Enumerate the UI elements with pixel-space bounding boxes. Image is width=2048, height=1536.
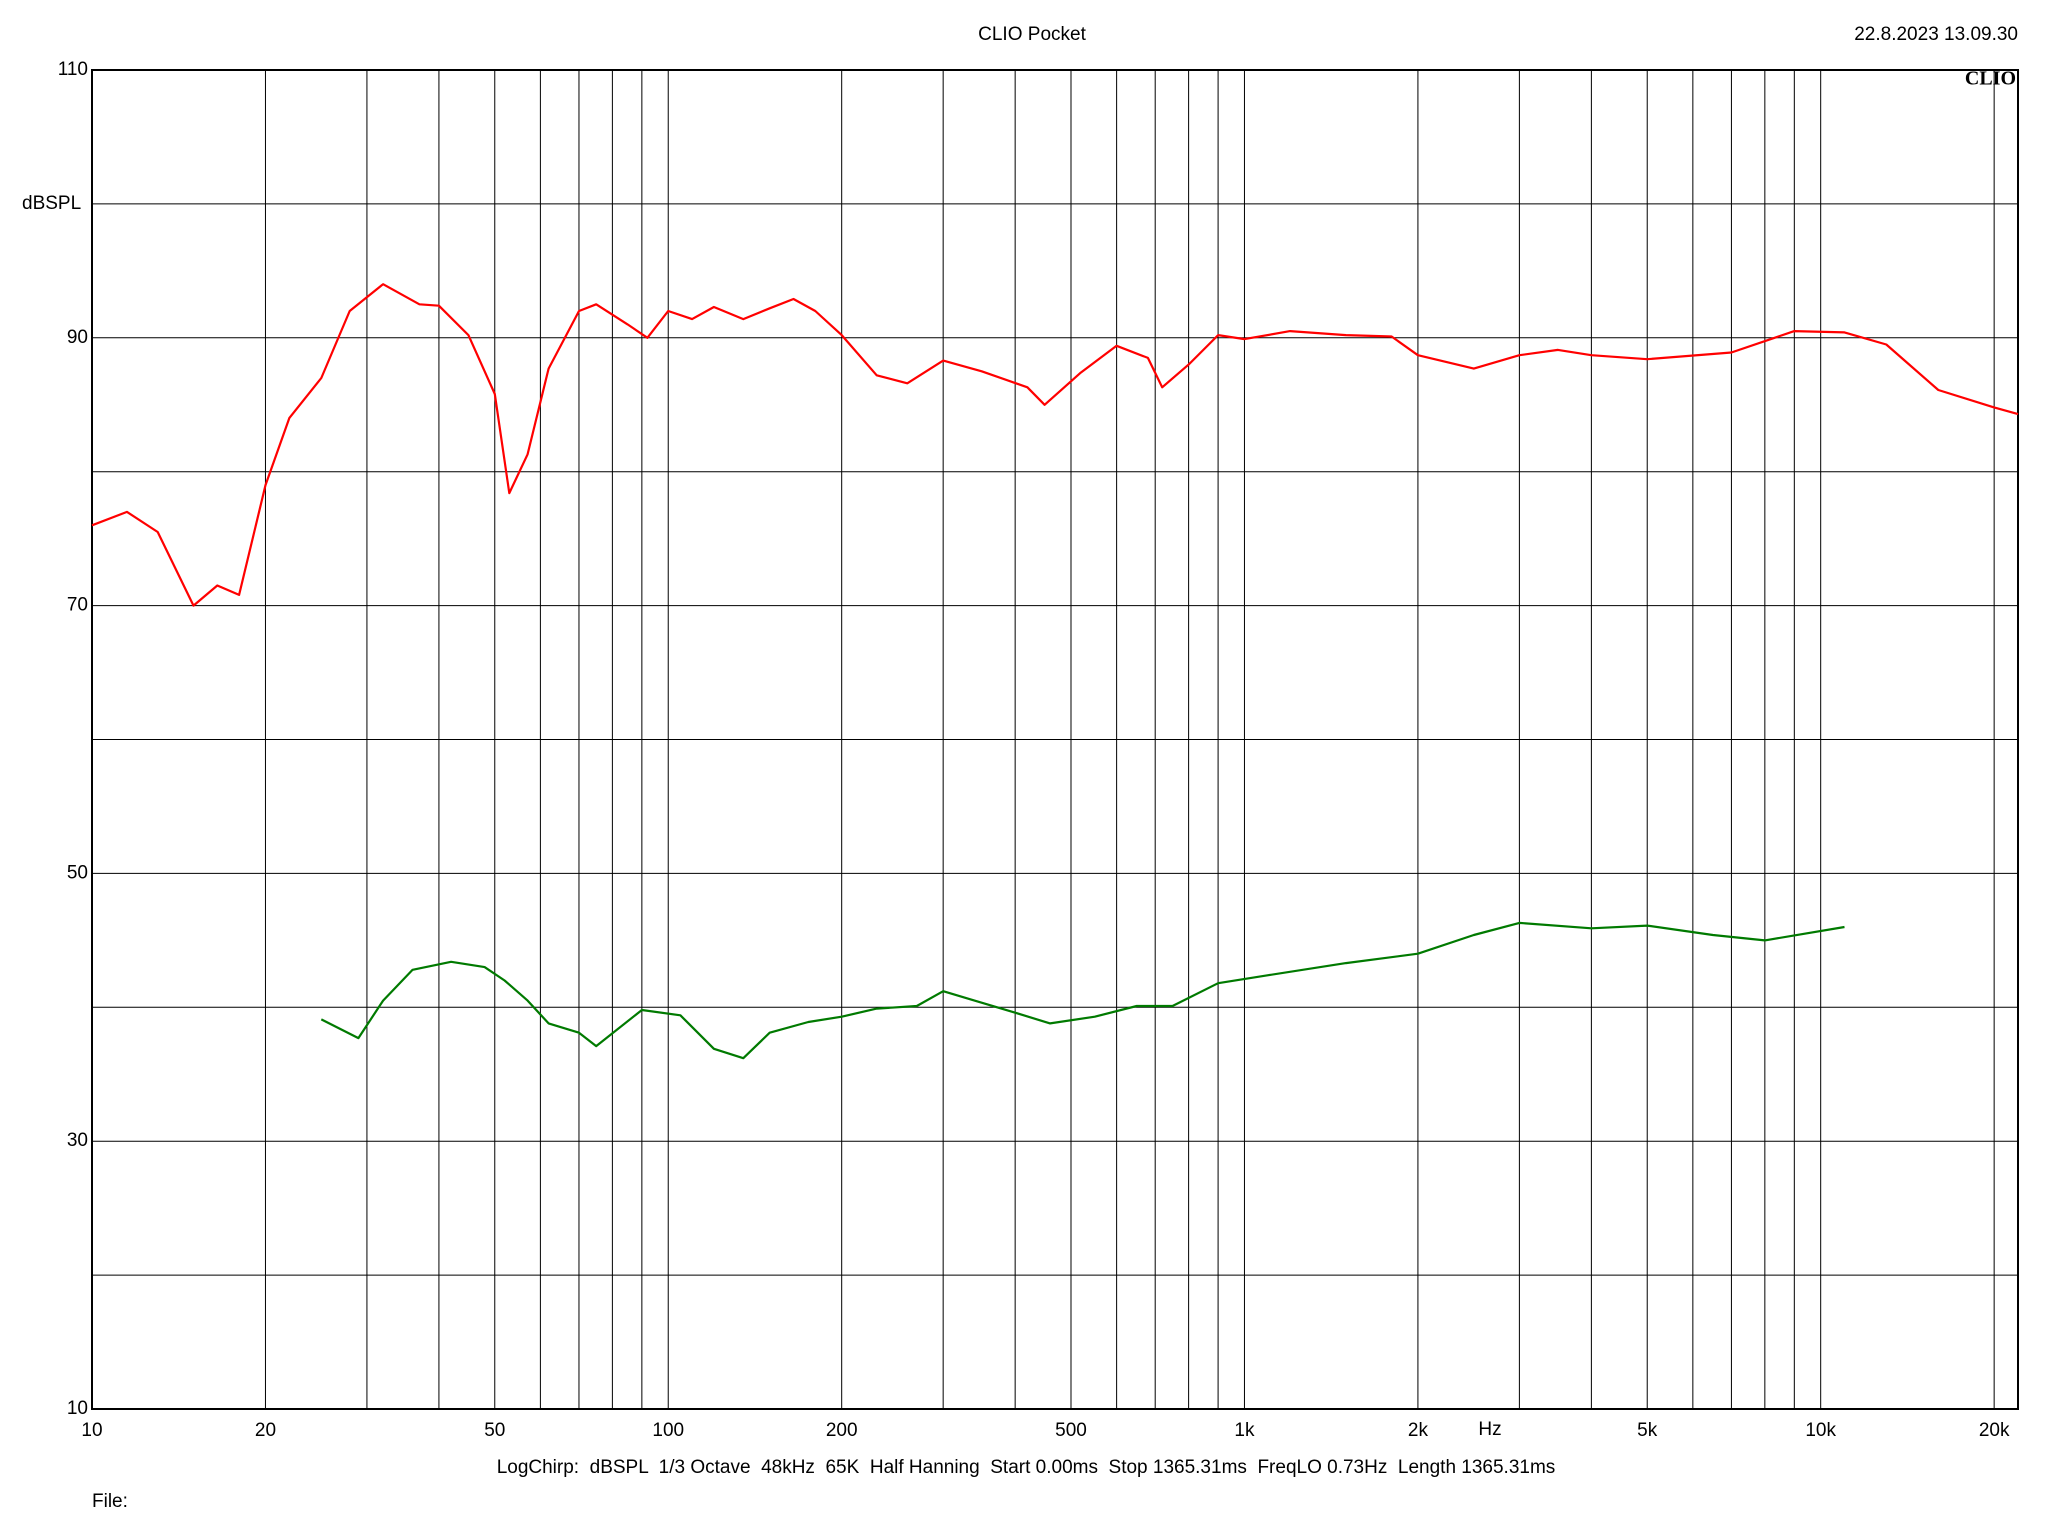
y-tick-label: 30 (67, 1130, 88, 1151)
y-axis-label: dBSPL (22, 193, 81, 214)
data-line (91, 283, 2019, 607)
x-tick-label: 1k (1234, 1420, 1255, 1441)
x-tick-label: 200 (826, 1420, 858, 1441)
x-tick-label: 10 (81, 1420, 102, 1441)
x-tick-label: 2k (1408, 1420, 1429, 1441)
chart-title: CLIO Pocket (978, 24, 1086, 45)
y-tick-label: 10 (67, 1398, 88, 1419)
x-tick-label: 20k (1979, 1420, 2010, 1441)
y-tick-label: 110 (58, 59, 88, 80)
x-tick-label: 5k (1637, 1420, 1658, 1441)
y-tick-label: 90 (67, 327, 88, 348)
logo: CLIO (1965, 68, 2016, 90)
x-tick-label: 100 (652, 1420, 684, 1441)
file-label: File: (92, 1491, 128, 1512)
data-line (320, 921, 1845, 1060)
info-line: LogChirp: dBSPL 1/3 Octave 48kHz 65K Hal… (497, 1457, 1556, 1478)
x-tick-label: 500 (1055, 1420, 1087, 1441)
x-tick-label: 20 (255, 1420, 276, 1441)
y-tick-label: 70 (67, 595, 88, 616)
x-tick-label: 50 (484, 1420, 505, 1441)
y-tick-label: 50 (67, 862, 88, 883)
timestamp: 22.8.2023 13.09.30 (1854, 24, 2018, 45)
x-tick-label: 10k (1805, 1420, 1836, 1441)
plot-frame (91, 69, 2019, 1410)
x-axis-unit: Hz (1478, 1419, 1501, 1440)
